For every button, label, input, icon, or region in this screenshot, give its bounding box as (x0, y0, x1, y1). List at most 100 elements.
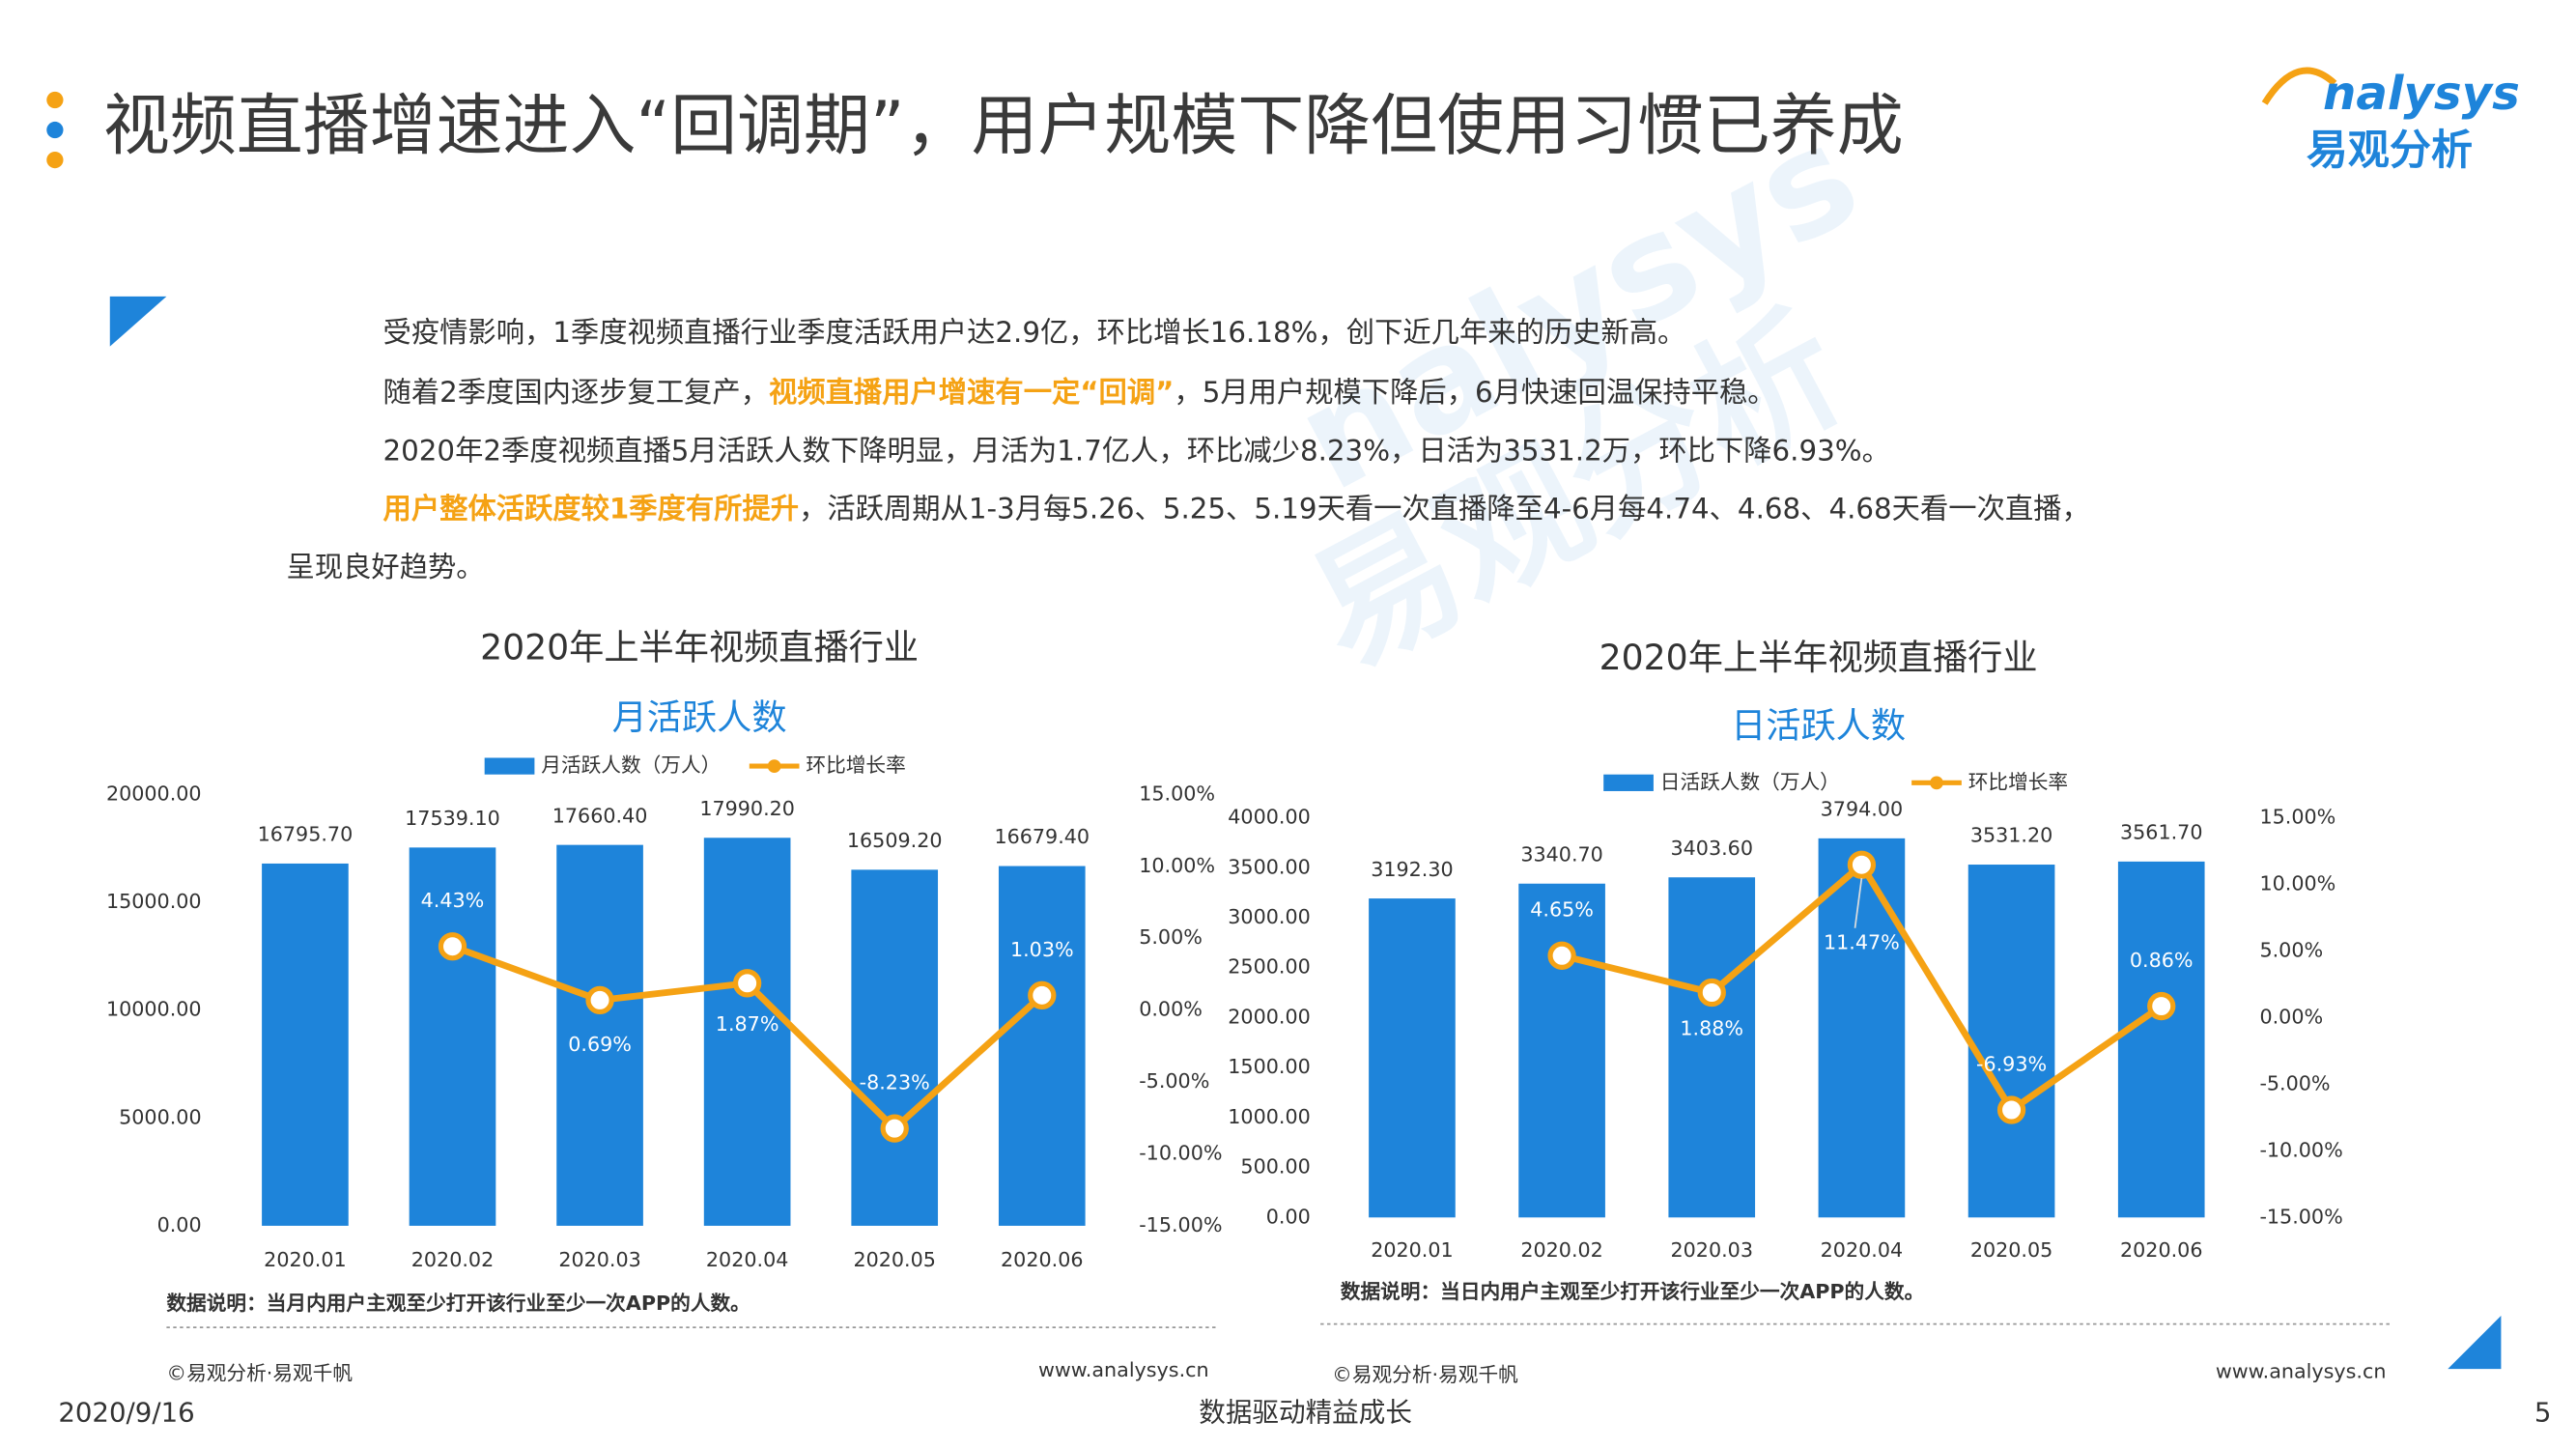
logo-cn: 易观分析 (2307, 127, 2473, 175)
bar (409, 847, 496, 1226)
legend-swatch (484, 757, 535, 775)
text-segment: 2020年2季度视频直播5月活跃人数下降明显，月活为1.7亿人，环比减少8.23… (383, 434, 1890, 467)
x-tick-label: 2020.01 (1371, 1238, 1453, 1262)
y2-tick-label: -15.00% (1139, 1213, 1222, 1236)
rate-label: 1.88% (1680, 1016, 1743, 1039)
y-tick-label: 1500.00 (1228, 1055, 1310, 1078)
paragraph-line: 随着2季度国内逐步复工复产，视频直播用户增速有一定“回调”，5月用户规模下降后，… (383, 375, 1776, 408)
x-tick-label: 2020.05 (1970, 1238, 2052, 1262)
y-tick-label: 1000.00 (1228, 1105, 1310, 1128)
text-segment: ，活跃周期从1-3月每5.26、5.25、5.19天看一次直播降至4-6月每4.… (799, 492, 2090, 525)
y2-tick-label: 15.00% (1139, 781, 1215, 805)
legend-label: 环比增长率 (806, 753, 905, 777)
y-tick-label: 2000.00 (1228, 1005, 1310, 1028)
page-title: 视频直播增速进入“回调期”，用户规模下降但使用习惯已养成 (103, 88, 1904, 165)
y-tick-label: 5000.00 (119, 1105, 201, 1128)
x-tick-label: 2020.01 (264, 1248, 346, 1271)
y-tick-label: 0.00 (157, 1213, 202, 1236)
bar-value-label: 3192.30 (1371, 858, 1453, 881)
dot (46, 121, 64, 139)
page-number: 5 (2534, 1397, 2552, 1429)
data-note: 数据说明：当月内用户主观至少打开该行业至少一次APP的人数。 (166, 1292, 750, 1315)
corner-triangle (2448, 1316, 2502, 1370)
legend-label: 日活跃人数（万人） (1660, 770, 1840, 793)
rate-point (1028, 980, 1057, 1009)
chart-subtitle: 月活跃人数 (612, 696, 787, 738)
y-tick-label: 15000.00 (106, 890, 202, 913)
rate-label: 0.86% (2130, 949, 2194, 972)
rate-label: -6.93% (1976, 1052, 2047, 1075)
bar-value-label: 16509.20 (847, 829, 943, 852)
logo-name: nalysys (2323, 67, 2520, 121)
y2-tick-label: 0.00% (2259, 1005, 2323, 1028)
legend-label: 环比增长率 (1968, 770, 2068, 793)
rate-point (438, 932, 467, 961)
footer-tagline: 数据驱动精益成长 (1199, 1397, 1412, 1429)
y2-tick-label: 0.00% (1139, 998, 1203, 1021)
bar (1668, 877, 1756, 1218)
rate-point (1847, 850, 1877, 879)
x-tick-label: 2020.05 (853, 1248, 935, 1271)
bar (851, 869, 939, 1226)
paragraph-line: 用户整体活跃度较1季度有所提升，活跃周期从1-3月每5.26、5.25、5.19… (383, 492, 2090, 525)
x-tick-label: 2020.04 (1821, 1238, 1903, 1262)
chart-title: 2020年上半年视频直播行业 (1599, 637, 2038, 678)
legend-marker (1930, 776, 1943, 790)
rate-point (2147, 991, 2176, 1021)
text-segment: 视频直播用户增速有一定“回调” (769, 375, 1174, 408)
corner-triangle (109, 296, 167, 347)
bar (998, 866, 1086, 1226)
bar (703, 838, 791, 1226)
rate-point (1547, 941, 1576, 970)
bar-value-label: 17990.20 (699, 797, 795, 820)
y-tick-label: 0.00 (1266, 1205, 1311, 1228)
leader-line (1854, 877, 1863, 928)
y2-tick-label: 10.00% (1139, 854, 1215, 877)
bar-value-label: 3794.00 (1821, 798, 1903, 821)
chart-title: 2020年上半年视频直播行业 (480, 626, 919, 668)
paragraph-line: 受疫情影响，1季度视频直播行业季度活跃用户达2.9亿，环比增长16.18%，创下… (383, 315, 1686, 348)
paragraph-line: 2020年2季度视频直播5月活跃人数下降明显，月活为1.7亿人，环比减少8.23… (383, 434, 1890, 467)
text-segment: 受疫情影响，1季度视频直播行业季度活跃用户达2.9亿，环比增长16.18%，创下… (383, 315, 1686, 348)
y-tick-label: 500.00 (1240, 1155, 1310, 1179)
y2-tick-label: -15.00% (2259, 1205, 2342, 1228)
rate-point (732, 969, 762, 998)
bar (262, 863, 349, 1226)
rate-point (1996, 1095, 2026, 1124)
y2-tick-label: -5.00% (2259, 1071, 2330, 1094)
y-tick-label: 3000.00 (1228, 905, 1310, 928)
x-tick-label: 2020.02 (1520, 1238, 1602, 1262)
bar-value-label: 3340.70 (1520, 842, 1602, 866)
y-tick-label: 20000.00 (106, 781, 202, 805)
bar-value-label: 3531.20 (1970, 824, 2052, 847)
text-segment: 随着2季度国内逐步复工复产， (383, 375, 770, 408)
legend-marker (767, 759, 781, 773)
legend-label: 月活跃人数（万人） (541, 753, 721, 777)
rate-label: 0.69% (568, 1033, 632, 1056)
bar-value-label: 17660.40 (552, 804, 648, 827)
y2-tick-label: 5.00% (1139, 925, 1203, 949)
rate-label: 11.47% (1824, 930, 1900, 953)
rate-point (1697, 978, 1726, 1008)
rate-label: 4.43% (421, 889, 485, 912)
y2-tick-label: -5.00% (1139, 1069, 1209, 1093)
rate-point (585, 985, 614, 1015)
source: ©易观分析·易观千帆 (166, 1361, 353, 1384)
x-tick-label: 2020.06 (2120, 1238, 2202, 1262)
y2-tick-label: -10.00% (2259, 1138, 2342, 1161)
bar (1967, 865, 2055, 1218)
bar-value-label: 17539.10 (405, 807, 500, 830)
bar (1818, 838, 1906, 1218)
source: ©易观分析·易观千帆 (1332, 1363, 1518, 1386)
footer-date: 2020/9/16 (58, 1397, 194, 1429)
dot (46, 91, 64, 109)
x-tick-label: 2020.03 (1671, 1238, 1753, 1262)
legend-swatch (1603, 774, 1654, 791)
y2-tick-label: 5.00% (2259, 938, 2323, 961)
chart-subtitle: 日活跃人数 (1731, 704, 1906, 746)
x-tick-label: 2020.06 (1001, 1248, 1083, 1271)
rate-label: 1.03% (1010, 938, 1074, 961)
rate-point (880, 1114, 909, 1143)
rate-label: 4.65% (1530, 898, 1594, 922)
